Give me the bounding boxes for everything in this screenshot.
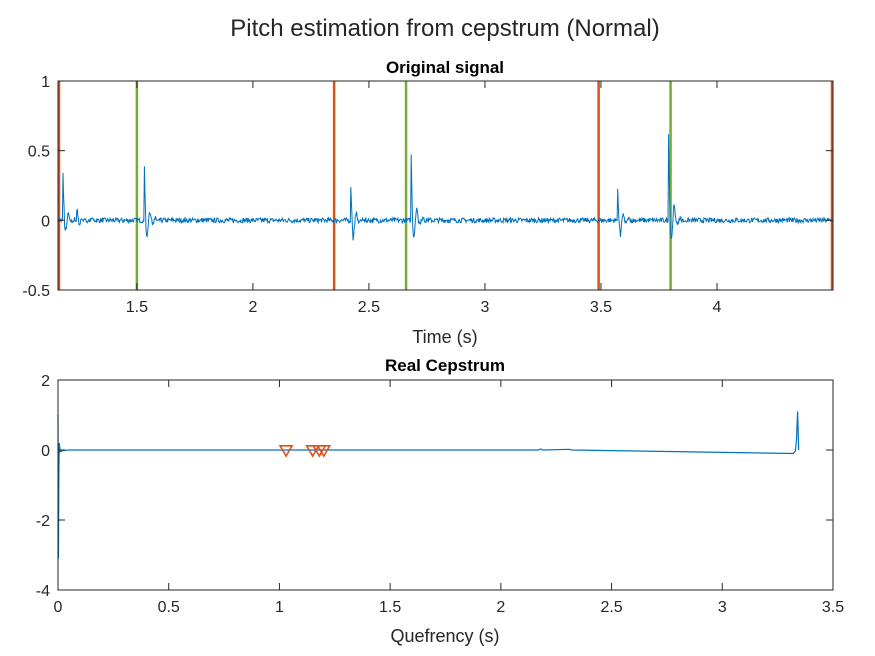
pitch-peak-marker xyxy=(316,444,332,458)
figure-title: Pitch estimation from cepstrum (Normal) xyxy=(230,15,659,42)
signal-plot-area xyxy=(58,81,833,290)
signal-axes: Original signal 1.5 2 2.5 3 3.5 4 -0.5 0 0.5 1 Ti… xyxy=(22,58,834,347)
cepstrum-y-tick-label: 2 xyxy=(41,373,50,390)
cepstrum-x-tick-label: 1.5 xyxy=(379,599,401,616)
cepstrum-y-tick-label: -4 xyxy=(36,583,50,600)
cepstrum-x-axis-label: Quefrency (s) xyxy=(390,626,499,646)
cepstrum-x-tick-label: 3.5 xyxy=(822,599,844,616)
signal-x-tick-label: 2.5 xyxy=(358,299,380,316)
signal-x-tick-label: 3 xyxy=(480,299,489,316)
cepstrum-x-tick-label: 0.5 xyxy=(158,599,180,616)
signal-x-tick-label: 3.5 xyxy=(590,299,612,316)
signal-x-tick-label: 4 xyxy=(713,299,722,316)
signal-axes-box xyxy=(57,80,834,291)
signal-y-tick-label: 0 xyxy=(41,213,50,230)
cepstrum-x-tick-label: 0 xyxy=(54,599,63,616)
cepstrum-line xyxy=(57,411,800,559)
signal-waveform-line xyxy=(57,134,834,241)
signal-y-tick-label: 1 xyxy=(41,74,50,91)
cepstrum-plot-title: Real Cepstrum xyxy=(385,356,505,375)
cepstrum-x-tick-label: 2.5 xyxy=(600,599,622,616)
signal-x-tick-label: 1.5 xyxy=(126,299,148,316)
cepstrum-x-tick-label: 3 xyxy=(718,599,727,616)
cepstrum-y-tick-label: -2 xyxy=(36,513,50,530)
cepstrum-axes-box xyxy=(57,379,834,591)
cepstrum-x-tick-label: 1 xyxy=(275,599,284,616)
cepstrum-plot-area xyxy=(58,380,833,590)
pitch-peak-marker xyxy=(278,444,294,458)
signal-y-tick-label: 0.5 xyxy=(28,144,50,161)
signal-plot-title: Original signal xyxy=(386,58,504,77)
cepstrum-x-tick-label: 2 xyxy=(496,599,505,616)
signal-x-tick-label: 2 xyxy=(248,299,257,316)
cepstrum-y-tick-label: 0 xyxy=(41,443,50,460)
signal-y-tick-label: -0.5 xyxy=(22,283,50,300)
signal-x-axis-label: Time (s) xyxy=(412,327,477,347)
cepstrum-axes: Real Cepstrum 0 0.5 1 1.5 2 2.5 3 3.5 -4 -2 0 2 Que… xyxy=(36,356,844,646)
